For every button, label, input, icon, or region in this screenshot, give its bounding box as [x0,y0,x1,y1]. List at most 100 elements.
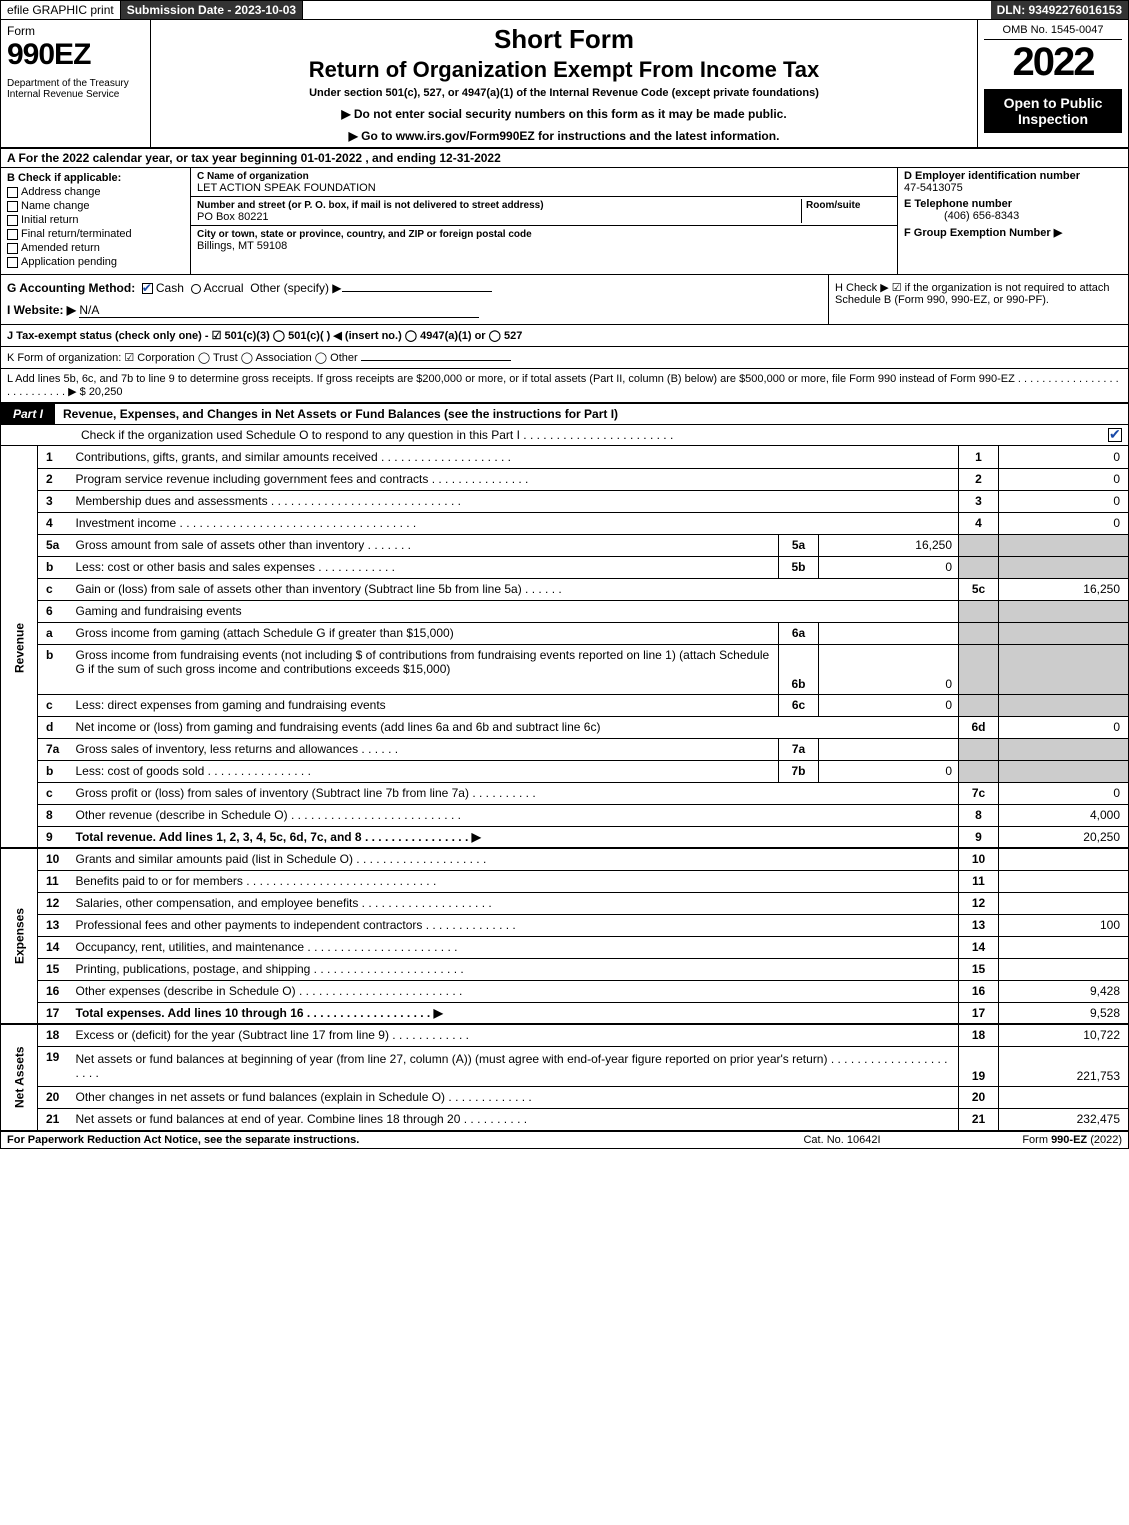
part-1-title: Revenue, Expenses, and Changes in Net As… [55,404,1128,424]
line-6b-rval-shade [999,644,1129,694]
part-1-subheader: Check if the organization used Schedule … [0,425,1129,446]
line-7a-num: 7a [38,738,72,760]
chk-address-change[interactable]: Address change [7,186,184,198]
chk-name-change[interactable]: Name change [7,200,184,212]
line-1: Revenue 1 Contributions, gifts, grants, … [1,446,1129,468]
line-4-desc: Investment income [76,516,177,530]
line-6a-rnum-shade [959,622,999,644]
line-8: 8 Other revenue (describe in Schedule O)… [1,804,1129,826]
line-5a-subnum: 5a [779,534,819,556]
line-6a-rval-shade [999,622,1129,644]
section-bcd: B Check if applicable: Address change Na… [0,168,1129,275]
line-18-num: 18 [38,1024,72,1046]
line-10-rnum: 10 [959,848,999,870]
line-13-rval: 100 [999,914,1129,936]
line-6c: c Less: direct expenses from gaming and … [1,694,1129,716]
line-12-rval [999,892,1129,914]
line-7c-num: c [38,782,72,804]
header-left: Form 990EZ Department of the Treasury In… [1,20,151,147]
line-1-desc: Contributions, gifts, grants, and simila… [76,450,378,464]
line-14-desc: Occupancy, rent, utilities, and maintena… [76,940,305,954]
dept-label: Department of the Treasury Internal Reve… [7,78,144,100]
line-9-num: 9 [38,826,72,848]
line-6-num: 6 [38,600,72,622]
short-form-title: Short Form [157,24,971,55]
line-21: 21 Net assets or fund balances at end of… [1,1108,1129,1130]
line-7a-rval-shade [999,738,1129,760]
submission-date: Submission Date - 2023-10-03 [121,1,303,19]
chk-cash[interactable] [142,283,153,294]
section-b: B Check if applicable: Address change Na… [1,168,191,274]
line-5a: 5a Gross amount from sale of assets othe… [1,534,1129,556]
line-13-num: 13 [38,914,72,936]
org-name: LET ACTION SPEAK FOUNDATION [197,182,376,194]
line-6b-subval: 0 [819,644,959,694]
city-label: City or town, state or province, country… [197,229,532,240]
line-6c-rnum-shade [959,694,999,716]
line-16-rnum: 16 [959,980,999,1002]
line-4-num: 4 [38,512,72,534]
line-3-num: 3 [38,490,72,512]
line-9-desc: Total revenue. Add lines 1, 2, 3, 4, 5c,… [76,830,481,844]
line-13-desc: Professional fees and other payments to … [76,918,423,932]
chk-other-label: Other (specify) ▶ [250,281,341,295]
line-16-rval: 9,428 [999,980,1129,1002]
chk-initial-return[interactable]: Initial return [7,214,184,226]
line-17-rnum: 17 [959,1002,999,1024]
chk-amended-return[interactable]: Amended return [7,242,184,254]
line-17-num: 17 [38,1002,72,1024]
chk-accrual[interactable] [191,284,201,294]
line-20-rnum: 20 [959,1086,999,1108]
website-value: N/A [79,303,99,317]
line-7b-rnum-shade [959,760,999,782]
line-7c-rnum: 7c [959,782,999,804]
section-k-other-input[interactable] [361,360,511,361]
street-value: PO Box 80221 [197,211,269,223]
line-1-rval: 0 [999,446,1129,468]
inspection-badge: Open to Public Inspection [984,89,1122,133]
line-6-desc: Gaming and fundraising events [72,600,959,622]
line-6c-subval: 0 [819,694,959,716]
page-footer: For Paperwork Reduction Act Notice, see … [0,1131,1129,1149]
line-8-num: 8 [38,804,72,826]
line-3-desc: Membership dues and assessments [76,494,268,508]
line-17-rval: 9,528 [999,1002,1129,1024]
line-14-rnum: 14 [959,936,999,958]
line-6-rval-shade [999,600,1129,622]
part-1-schedule-o-check[interactable] [1108,428,1122,442]
line-19: 19 Net assets or fund balances at beginn… [1,1046,1129,1086]
chk-application-pending-label: Application pending [21,256,117,268]
chk-application-pending[interactable]: Application pending [7,256,184,268]
line-11-num: 11 [38,870,72,892]
other-specify-input[interactable] [342,291,492,292]
section-h-text: H Check ▶ ☑ if the organization is not r… [835,282,1110,306]
chk-final-return[interactable]: Final return/terminated [7,228,184,240]
top-bar: efile GRAPHIC print Submission Date - 20… [0,0,1129,20]
line-7a-desc: Gross sales of inventory, less returns a… [76,742,359,756]
line-19-num: 19 [38,1046,72,1086]
line-5a-rval-shade [999,534,1129,556]
line-6a-desc: Gross income from gaming (attach Schedul… [72,622,779,644]
line-6d: d Net income or (loss) from gaming and f… [1,716,1129,738]
line-6-rnum-shade [959,600,999,622]
line-5a-subval: 16,250 [819,534,959,556]
topbar-spacer [303,1,990,19]
line-11-rnum: 11 [959,870,999,892]
line-13: 13 Professional fees and other payments … [1,914,1129,936]
line-7b-subnum: 7b [779,760,819,782]
line-18-rnum: 18 [959,1024,999,1046]
line-18: Net Assets 18 Excess or (deficit) for th… [1,1024,1129,1046]
line-16-num: 16 [38,980,72,1002]
omb-number: OMB No. 1545-0047 [984,24,1122,40]
line-15-rval [999,958,1129,980]
chk-address-change-label: Address change [21,186,101,198]
line-6d-num: d [38,716,72,738]
line-3-rnum: 3 [959,490,999,512]
line-20-desc: Other changes in net assets or fund bala… [76,1090,446,1104]
line-12-desc: Salaries, other compensation, and employ… [76,896,359,910]
line-2-rval: 0 [999,468,1129,490]
section-g: G Accounting Method: Cash Accrual Other … [7,281,822,295]
line-5a-rnum-shade [959,534,999,556]
section-k-text: K Form of organization: ☑ Corporation ◯ … [7,352,358,364]
line-16: 16 Other expenses (describe in Schedule … [1,980,1129,1002]
